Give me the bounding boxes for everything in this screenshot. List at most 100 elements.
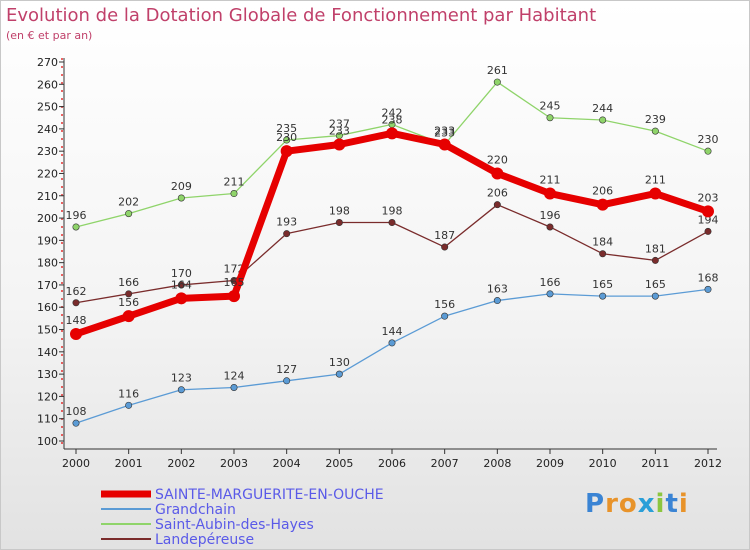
data-point	[125, 290, 133, 298]
data-label: 233	[329, 124, 350, 137]
data-point	[333, 138, 346, 151]
data-point	[651, 256, 659, 264]
data-label: 242	[382, 106, 403, 119]
data-point	[177, 386, 185, 394]
x-tick-label: 2012	[694, 457, 722, 470]
y-tick-label: 190	[37, 234, 58, 247]
y-tick-label: 160	[37, 301, 58, 314]
data-label: 116	[118, 387, 139, 400]
x-tick-label: 2010	[589, 457, 617, 470]
data-point	[544, 187, 556, 200]
legend-label: Saint-Aubin-des-Hayes	[155, 517, 314, 533]
y-tick-label: 260	[37, 78, 58, 91]
chart-subtitle: (en € et par an)	[6, 29, 93, 42]
data-point	[493, 201, 501, 209]
data-point	[438, 138, 451, 151]
proxiti-logo: Proxiti	[585, 489, 689, 519]
data-point	[335, 370, 343, 378]
data-point	[599, 116, 607, 124]
data-label: 165	[645, 278, 666, 291]
series-sainte-marguerite-en-ouche: 148 156 164 165 230 233 238 233 220 211 206 211 203	[66, 113, 719, 340]
data-label: 261	[487, 64, 508, 77]
legend-label: SAINTE-MARGUERITE-EN-OUCHE	[155, 487, 384, 503]
data-point	[122, 310, 135, 323]
y-tick-label: 210	[37, 190, 58, 203]
data-point	[493, 297, 501, 305]
data-label: 162	[66, 285, 87, 298]
x-tick-label: 2002	[167, 457, 195, 470]
data-point	[283, 136, 291, 144]
x-tick-label: 2006	[378, 457, 406, 470]
data-point	[335, 219, 343, 227]
y-tick-label: 140	[37, 346, 58, 359]
data-point	[704, 285, 712, 293]
series-line	[72, 129, 712, 338]
data-point	[72, 299, 80, 307]
data-point	[280, 145, 293, 158]
y-tick-label: 220	[37, 167, 58, 180]
x-tick-label: 2004	[273, 457, 301, 470]
data-label: 127	[276, 363, 297, 376]
data-label: 202	[118, 196, 139, 209]
data-label: 209	[171, 180, 192, 193]
x-tick-label: 2009	[536, 457, 564, 470]
series-grandchain: 108 116 123 124 127 130 144 156 163 166 165 165 168	[66, 271, 719, 427]
data-point	[546, 223, 554, 231]
data-point	[649, 187, 662, 200]
data-point	[441, 243, 449, 251]
data-point	[70, 327, 82, 340]
y-tick-label: 130	[37, 368, 58, 381]
x-tick-label: 2011	[641, 457, 669, 470]
y-tick-label: 250	[37, 101, 58, 114]
data-label: 238	[382, 113, 403, 126]
data-label: 170	[171, 267, 192, 280]
series-line	[75, 288, 709, 424]
legend-label: Grandchain	[155, 502, 236, 518]
y-tick-label: 170	[37, 279, 58, 292]
data-label: 164	[171, 278, 192, 291]
y-tick-label: 150	[37, 324, 58, 337]
x-tick-label: 2008	[483, 457, 511, 470]
chart-title: Evolution de la Dotation Globale de Fonc…	[6, 5, 597, 26]
data-label: 166	[540, 276, 561, 289]
y-tick-label: 120	[37, 390, 58, 403]
data-label: 123	[171, 372, 192, 385]
data-point	[125, 210, 133, 218]
x-tick-label: 2003	[220, 457, 248, 470]
data-point	[283, 377, 291, 385]
data-point	[177, 281, 185, 289]
data-label: 144	[382, 325, 403, 338]
data-point	[177, 194, 185, 202]
data-point	[283, 230, 291, 238]
data-label: 245	[540, 100, 561, 113]
data-point	[175, 292, 188, 305]
data-label: 196	[66, 209, 87, 222]
y-tick-label: 200	[37, 212, 58, 225]
x-tick-label: 2001	[115, 457, 143, 470]
data-label: 244	[592, 102, 613, 115]
data-point	[125, 401, 133, 409]
data-point	[228, 290, 240, 303]
y-tick-label: 100	[37, 435, 58, 448]
data-label: 233	[434, 126, 455, 139]
data-point	[702, 205, 714, 218]
data-label: 239	[645, 113, 666, 126]
legend-label: Landepéreuse	[155, 532, 254, 548]
data-point	[651, 127, 659, 135]
data-label: 108	[66, 405, 87, 418]
data-label: 211	[224, 176, 245, 189]
data-label: 196	[540, 209, 561, 222]
data-label: 193	[276, 216, 297, 229]
data-label: 184	[592, 236, 613, 249]
data-label: 130	[329, 356, 350, 369]
data-label: 187	[434, 229, 455, 242]
data-point	[599, 250, 607, 258]
y-tick-label: 110	[37, 413, 58, 426]
data-label: 220	[487, 153, 508, 166]
data-point	[546, 290, 554, 298]
data-label: 203	[698, 191, 719, 204]
data-label: 156	[118, 296, 139, 309]
